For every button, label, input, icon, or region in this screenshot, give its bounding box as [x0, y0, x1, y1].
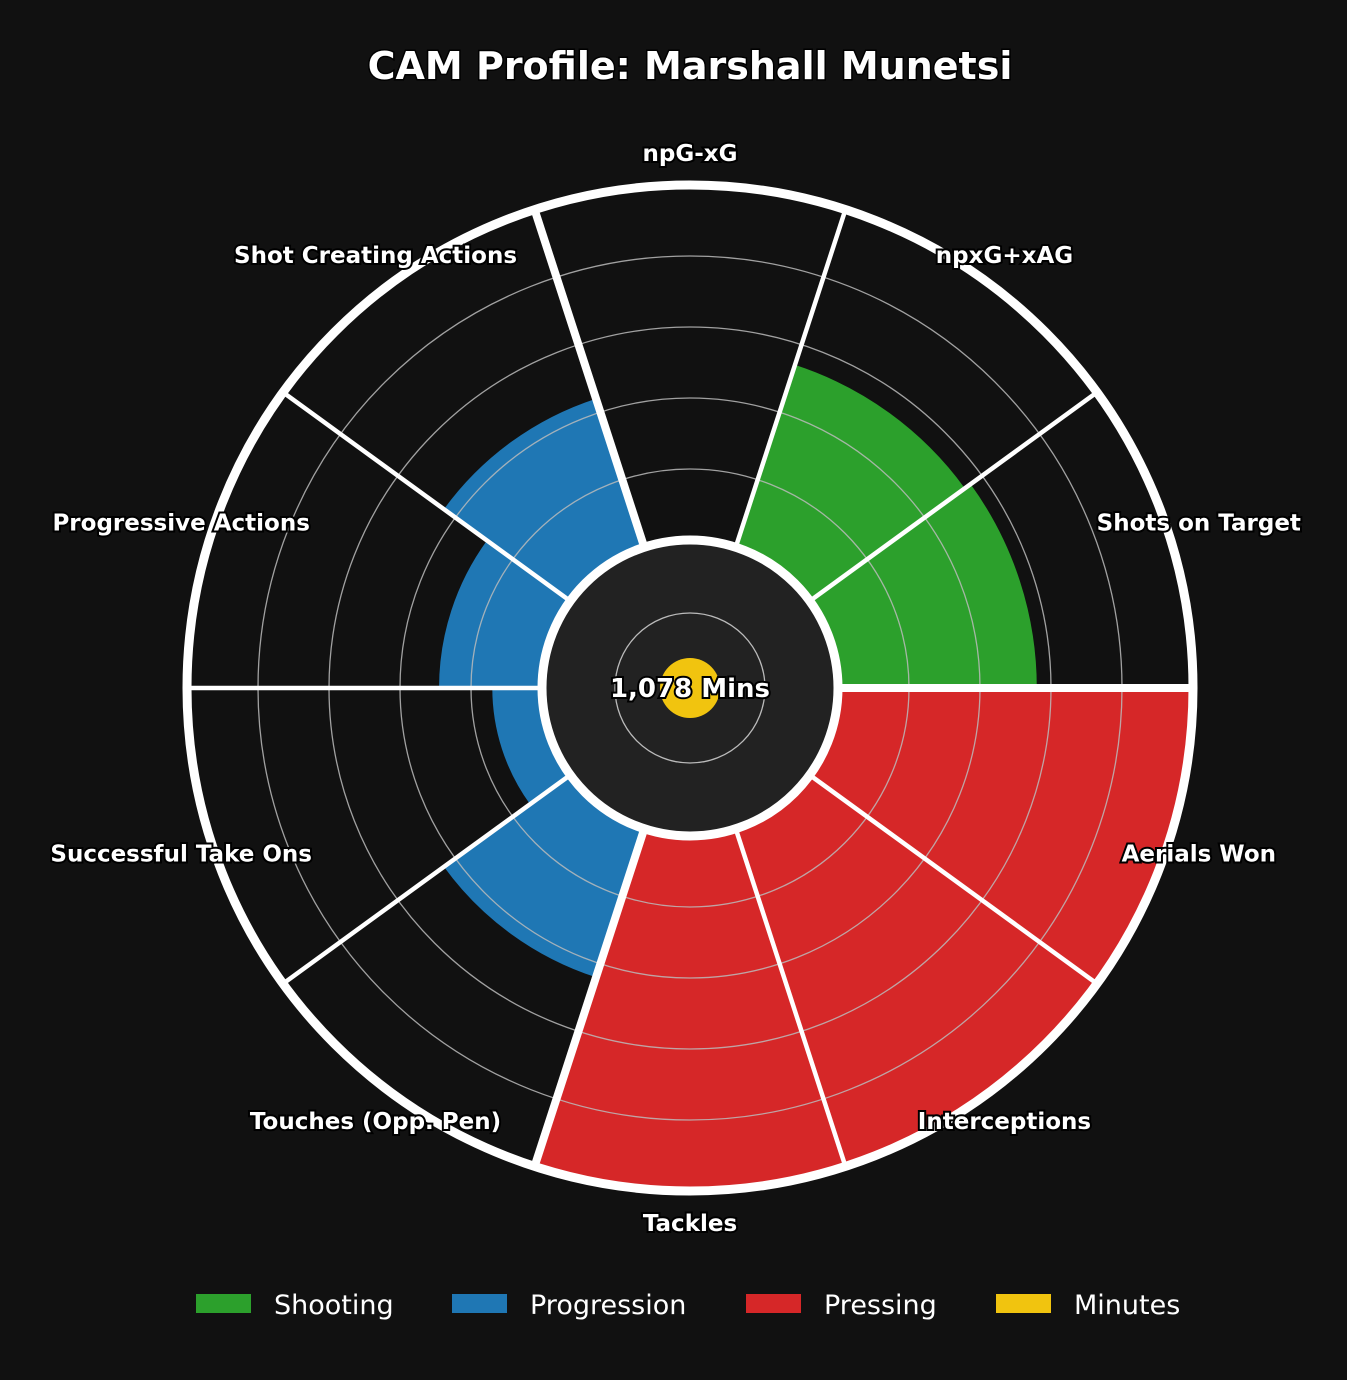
legend-item-minutes: Minutes — [996, 1290, 1180, 1321]
sector-divider — [281, 390, 572, 603]
category-label: Touches (Opp. Pen) — [250, 1109, 501, 1135]
chart-legend: Shooting Progression Pressing Minutes — [196, 1290, 1180, 1321]
minutes-marker — [660, 658, 720, 718]
polar-plot: 1,078 Mins npG-xG npxG+xAG Shots on Target A… — [48, 139, 1303, 1239]
legend-label: Minutes — [1074, 1290, 1180, 1321]
sector-dividers — [187, 208, 1193, 1168]
legend-label: Progression — [530, 1290, 686, 1321]
hub-ring — [614, 612, 766, 764]
sector-divider — [530, 827, 649, 1168]
legend-item-shooting: Shooting — [196, 1290, 394, 1321]
sector-divider — [281, 773, 572, 986]
chart-title: CAM Profile: Marshall Munetsi — [368, 44, 1013, 88]
category-label: Successful Take Ons — [50, 841, 312, 867]
bar-successful-take-ons — [492, 688, 571, 805]
legend-swatch — [996, 1294, 1051, 1313]
legend-item-pressing: Pressing — [746, 1290, 937, 1321]
legend-swatch — [452, 1294, 507, 1313]
bar-touches-opp-pen- — [443, 774, 645, 978]
category-label: npG-xG — [643, 141, 738, 167]
sector-divider — [808, 390, 1099, 603]
outer-border — [182, 180, 1198, 1196]
bar-shots-on-target — [809, 484, 1037, 688]
sector-divider — [808, 773, 1099, 986]
bar-aerials-won — [809, 688, 1190, 982]
bar-shot-creating-actions — [443, 398, 645, 602]
sector-divider — [530, 208, 649, 549]
category-label: Tackles — [643, 1211, 737, 1237]
category-label: Aerials Won — [1122, 841, 1276, 867]
category-label: npxG+xAG — [936, 243, 1073, 269]
legend-swatch — [746, 1294, 801, 1313]
bar-tackles — [535, 828, 845, 1188]
legend-swatch — [196, 1294, 251, 1313]
category-label: Shots on Target — [1097, 511, 1301, 537]
sector-divider — [733, 828, 848, 1168]
bar-npxg-xag — [735, 364, 965, 602]
sector-divider — [733, 208, 848, 548]
category-label: Progressive Actions — [52, 511, 309, 537]
category-label: Interceptions — [918, 1109, 1091, 1135]
category-labels: npG-xG npxG+xAG Shots on Target Aerials Won… — [48, 139, 1303, 1239]
center-minutes-label: 1,078 Mins — [610, 674, 770, 704]
category-label: Shot Creating Actions — [234, 243, 517, 269]
bar-interceptions — [735, 774, 1095, 1164]
legend-label: Pressing — [824, 1290, 937, 1321]
legend-label: Shooting — [274, 1290, 394, 1321]
legend-item-progression: Progression — [452, 1290, 686, 1321]
